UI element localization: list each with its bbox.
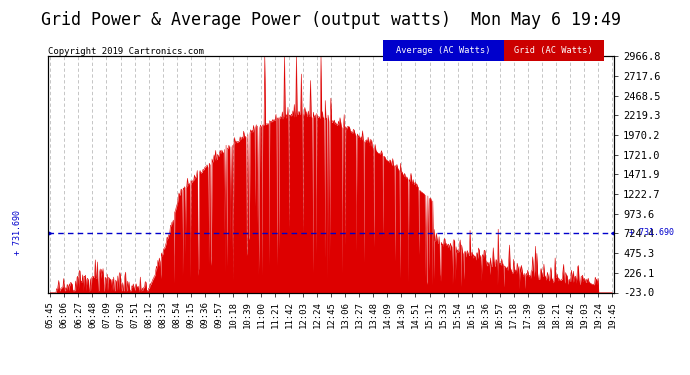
Text: Copyright 2019 Cartronics.com: Copyright 2019 Cartronics.com xyxy=(48,47,204,56)
Text: Average (AC Watts): Average (AC Watts) xyxy=(396,46,491,55)
Text: Grid (AC Watts): Grid (AC Watts) xyxy=(514,46,593,55)
Text: + 731.690: + 731.690 xyxy=(12,210,22,255)
Text: Grid Power & Average Power (output watts)  Mon May 6 19:49: Grid Power & Average Power (output watts… xyxy=(41,11,621,29)
Text: + 731.690: + 731.690 xyxy=(629,228,674,237)
